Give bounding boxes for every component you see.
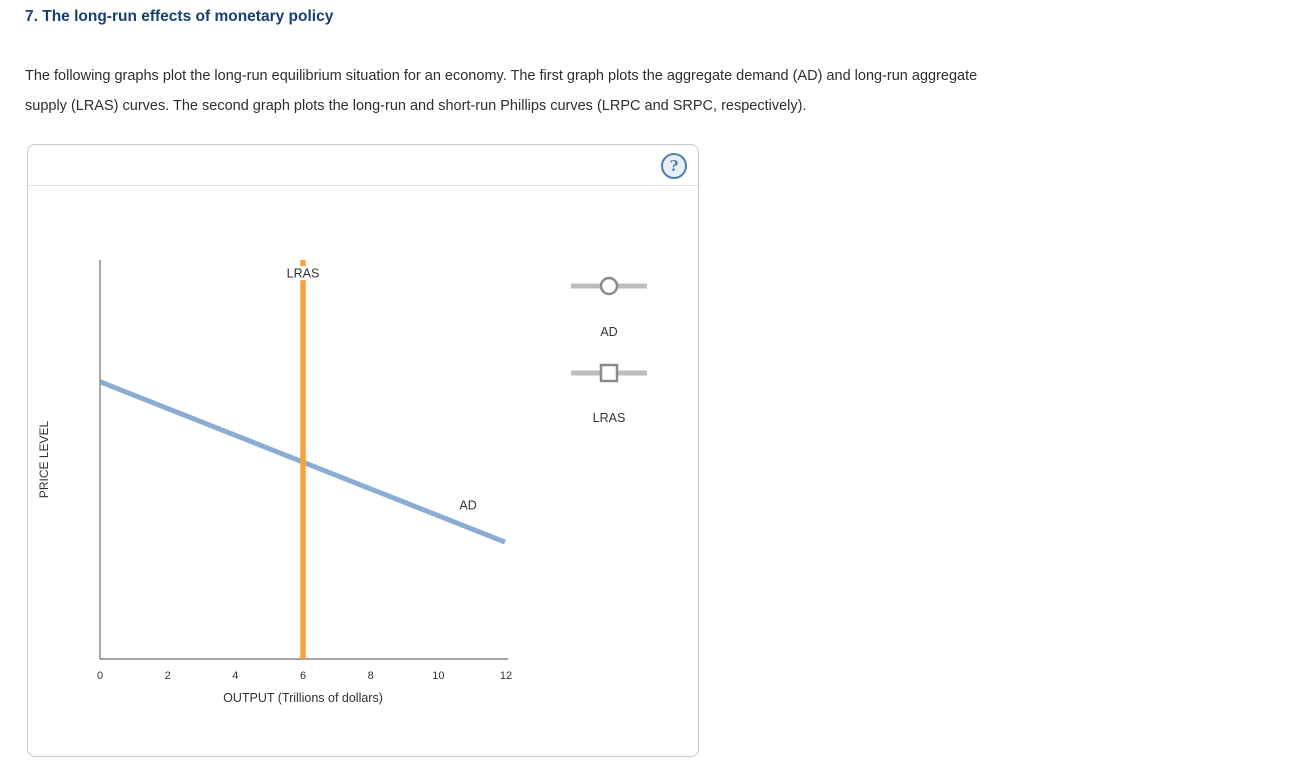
x-tick-label: 8 xyxy=(368,670,374,682)
intro-paragraph: The following graphs plot the long-run e… xyxy=(25,61,977,121)
x-tick-label: 6 xyxy=(300,670,306,682)
y-axis-title: PRICE LEVEL xyxy=(37,420,51,498)
graph-panel: ? AD LRAS 0 2 4 6 8 10 12 OUTPUT (Trillions of do… xyxy=(27,144,699,757)
x-axis-title: OUTPUT (Trillions of dollars) xyxy=(223,691,383,705)
ad-lras-graph: AD LRAS 0 2 4 6 8 10 12 OUTPUT (Trillions of doll… xyxy=(37,260,512,705)
lras-legend-handle[interactable] xyxy=(571,362,647,384)
help-icon[interactable]: ? xyxy=(661,153,687,179)
chart-legend: AD LRAS xyxy=(571,186,647,446)
ad-legend-label: AD xyxy=(600,325,618,339)
square-marker-icon xyxy=(571,363,647,383)
x-tick-label: 10 xyxy=(432,670,444,682)
circle-marker-icon xyxy=(571,276,647,296)
curve-label-bg-lras xyxy=(285,266,321,281)
curve-label-lras: LRAS xyxy=(287,267,320,281)
lras-legend-label: LRAS xyxy=(592,411,626,425)
x-tick-label: 4 xyxy=(232,670,238,682)
x-tick-label: 0 xyxy=(97,670,103,682)
ad-legend-handle[interactable] xyxy=(571,275,647,297)
page-title: 7. The long-run effects of monetary poli… xyxy=(25,8,334,25)
intro-line-1: The following graphs plot the long-run e… xyxy=(25,68,978,84)
x-tick-label: 12 xyxy=(500,670,512,682)
panel-body: AD LRAS 0 2 4 6 8 10 12 OUTPUT (Trillions of doll… xyxy=(28,186,698,757)
x-tick-label: 2 xyxy=(165,670,171,682)
panel-header: ? xyxy=(28,145,698,186)
intro-line-2: supply (LRAS) curves. The second graph p… xyxy=(25,98,807,114)
curve-label-ad: AD xyxy=(459,498,476,512)
